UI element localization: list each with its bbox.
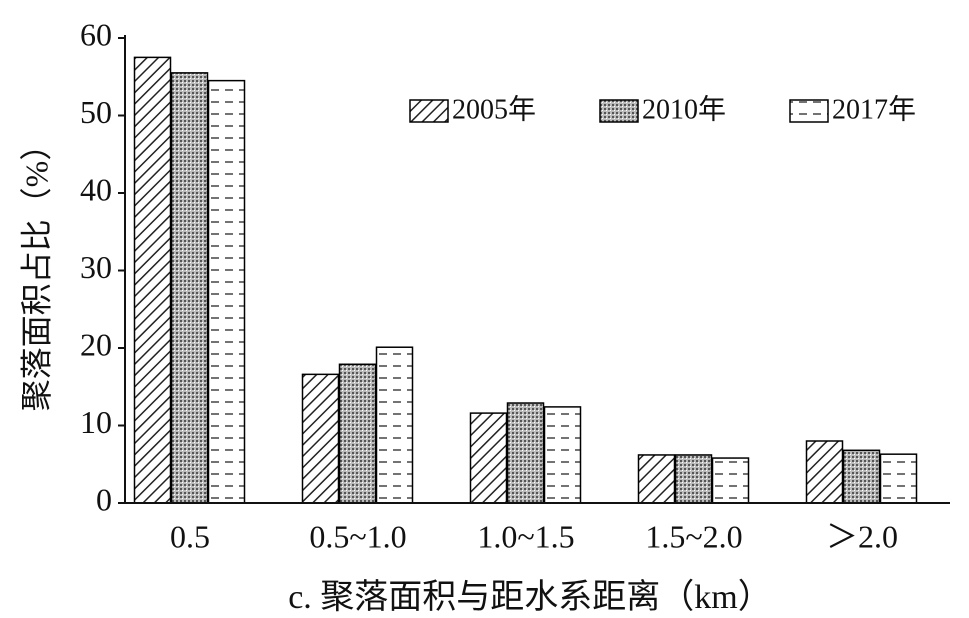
- x-tick-label: 1.0~1.5: [477, 518, 574, 554]
- bar: [637, 454, 676, 504]
- y-tick-label: 40: [80, 171, 112, 207]
- bar: [879, 453, 918, 504]
- legend-swatch: [599, 99, 639, 123]
- bar: [133, 56, 172, 504]
- bar: [301, 373, 340, 504]
- y-tick-label: 60: [80, 16, 112, 52]
- bar: [805, 440, 844, 504]
- y-tick-label: 50: [80, 94, 112, 130]
- y-tick-label: 20: [80, 326, 112, 362]
- x-tick-label: 1.5~2.0: [645, 518, 742, 554]
- y-tick-label: 10: [80, 404, 112, 440]
- legend-label: 2017年: [832, 93, 916, 125]
- legend-swatch: [789, 99, 829, 123]
- y-tick-label: 30: [80, 249, 112, 285]
- bar: [711, 457, 750, 504]
- x-tick-label: ＞2.0: [826, 518, 898, 554]
- y-tick-label: 0: [96, 481, 112, 517]
- legend-label: 2005年: [452, 93, 536, 125]
- bar: [375, 346, 414, 504]
- bar: [506, 402, 545, 504]
- legend-swatch: [409, 99, 449, 123]
- legend-label: 2010年: [642, 93, 726, 125]
- bar: [338, 363, 377, 504]
- bar: [842, 449, 881, 504]
- bar: [543, 406, 582, 504]
- x-axis-label: c. 聚落面积与距水系距离（km）: [288, 578, 772, 616]
- bar: [674, 454, 713, 504]
- bar: [207, 79, 246, 504]
- bar: [469, 412, 508, 504]
- bar: [170, 72, 209, 504]
- x-tick-label: 0.5: [170, 518, 210, 554]
- y-axis-label: 聚落面积占比（%）: [18, 129, 54, 412]
- x-tick-label: 0.5~1.0: [309, 518, 406, 554]
